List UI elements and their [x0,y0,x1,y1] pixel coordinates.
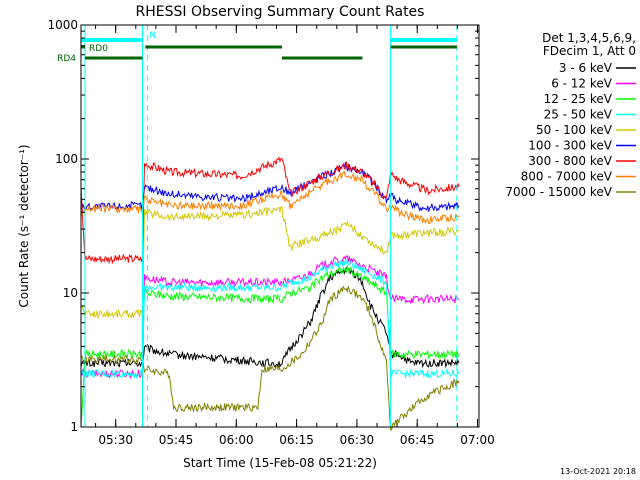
y-tick-label-4: 1000 [47,18,78,32]
vertical-markers [84,25,458,427]
x-tick-label-4: 06:15 [279,433,314,447]
x-tick-label-7: 07:00 [460,433,495,447]
series-layer [80,156,460,431]
rd4-label: RD4 [57,54,76,64]
legend: Det 1,3,4,5,6,9, FDecim 1, Att 0 3 - 6 k… [505,31,636,199]
y-tick-label-2: 10 [63,286,78,300]
y-tick-label-3: 100 [55,152,78,166]
flag-bars: RD0 RD4 N [57,31,457,64]
series-line-9 [80,285,460,431]
y-tick-label-1: 1 [70,420,78,434]
legend-label-7: 300 - 800 keV [528,154,612,168]
rd0-label: RD0 [89,44,108,54]
x-tick-label-5: 06:30 [340,433,375,447]
y-axis-label: Count Rate (s⁻¹ detector⁻¹) [17,144,31,307]
chart-title: RHESSI Observing Summary Count Rates [136,4,425,20]
series-line-7 [80,156,460,265]
x-tick-label-1: 05:30 [98,433,133,447]
y-axis-ticks: 1 10 100 1000 [47,18,479,434]
legend-label-3: 12 - 25 keV [544,92,613,106]
series-line-6 [80,161,460,213]
date-stamp: 13-Oct-2021 20:18 [560,467,636,476]
legend-label-2: 6 - 12 keV [551,77,613,91]
legend-label-8: 800 - 7000 keV [521,170,613,184]
legend-label-4: 25 - 50 keV [544,108,613,122]
x-tick-label-6: 06:45 [400,433,435,447]
x-tick-label-2: 05:45 [159,433,194,447]
series-line-4 [80,258,460,380]
series-line-5 [80,206,460,319]
top-marker-label: N [149,31,156,41]
legend-header-line-1: Det 1,3,4,5,6,9, [542,31,636,45]
legend-label-9: 7000 - 15000 keV [505,185,612,199]
legend-label-1: 3 - 6 keV [559,61,613,75]
x-tick-label-3: 06:00 [219,433,254,447]
legend-label-5: 50 - 100 keV [536,123,613,137]
plot-frame [80,24,480,428]
series-line-8 [80,170,460,225]
legend-header-line-2: FDecim 1, Att 0 [543,44,636,58]
x-axis-label: Start Time (15-Feb-08 05:21:22) [183,456,377,470]
x-axis-ticks: 05:30 05:45 06:00 06:15 06:30 06:45 07:00 [95,25,495,447]
legend-label-6: 100 - 300 keV [528,139,612,153]
